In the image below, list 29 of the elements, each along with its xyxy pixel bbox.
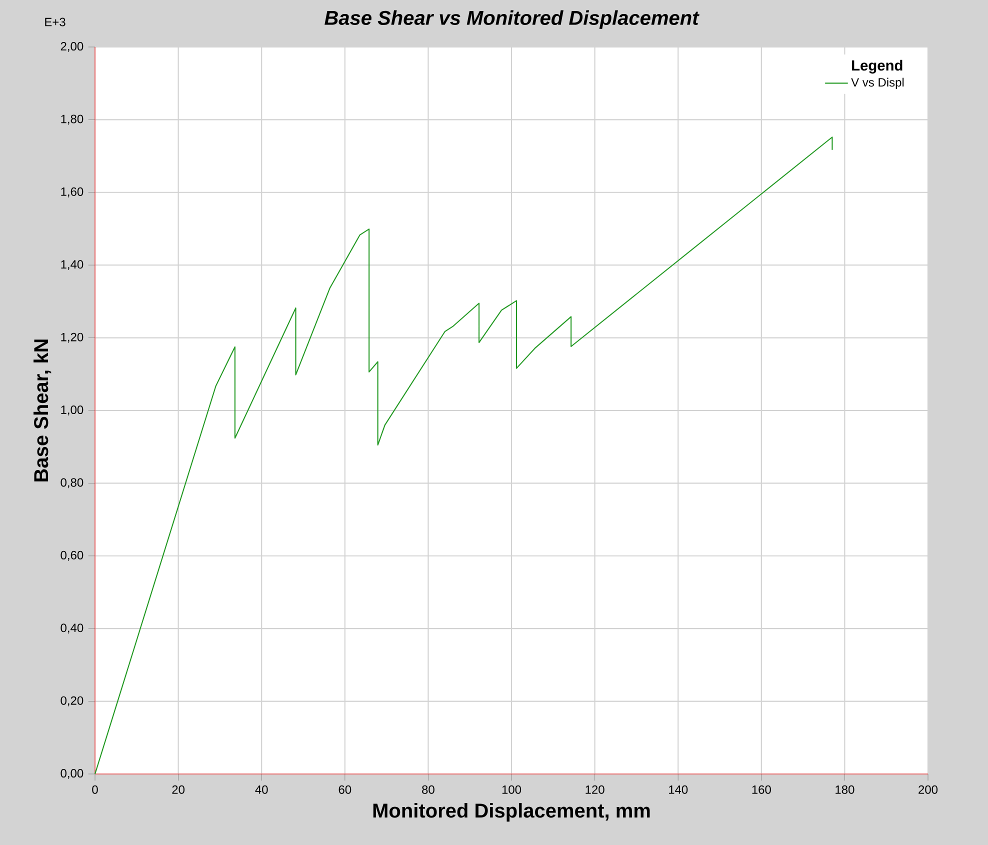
x-tick-label: 120 <box>586 785 604 794</box>
y-tick-label: 0,80 <box>60 478 84 488</box>
legend-title: Legend <box>852 60 902 74</box>
legend-label: V vs Displ <box>851 78 904 89</box>
y-axis-title: Base Shear, kN <box>34 340 52 482</box>
x-tick-label: 0 <box>92 785 98 794</box>
text: E+3 <box>45 18 66 26</box>
x-tick-label: 40 <box>255 785 268 794</box>
chart-title: Base Shear vs Monitored Displacement <box>324 10 700 29</box>
x-axis-title: Monitored Displacement, mm <box>373 803 650 822</box>
y-tick-label: 0,00 <box>60 769 84 779</box>
x-tick-label: 160 <box>752 785 771 794</box>
x-tick-label: 140 <box>669 785 688 794</box>
x-tick-label: 100 <box>502 785 522 794</box>
y-tick-label: 1,40 <box>61 260 84 270</box>
y-tick-label: 1,60 <box>61 187 84 198</box>
line-series <box>94 136 833 775</box>
x-tick-label: 180 <box>836 785 854 794</box>
x-tick-label: 20 <box>172 785 185 794</box>
y-tick-label: 0,20 <box>60 696 84 706</box>
x-tick-label: 80 <box>422 785 434 794</box>
y-tick-label: 1,20 <box>61 332 84 343</box>
y-tick-label: 0,60 <box>60 550 84 561</box>
x-tick-label: 200 <box>918 785 938 794</box>
y-tick-label: 0,40 <box>60 624 84 634</box>
y-tick-label: 1,00 <box>61 406 84 416</box>
y-tick-label: 1,80 <box>61 114 84 125</box>
x-tick-label: 60 <box>338 785 352 794</box>
y-tick-label: 2,00 <box>60 42 84 52</box>
